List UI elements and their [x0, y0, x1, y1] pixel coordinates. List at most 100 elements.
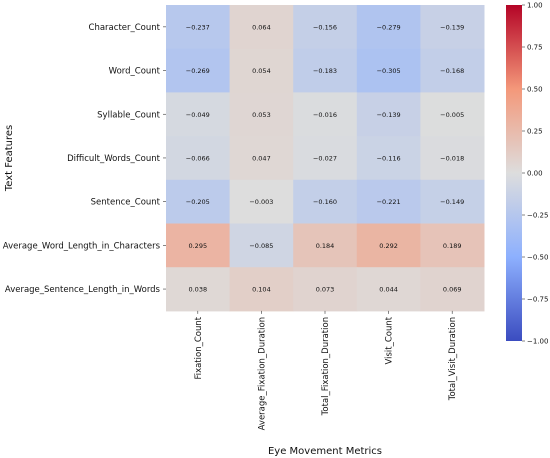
cell-value-label: 0.038	[188, 286, 207, 294]
row-tick-label: Syllable_Count	[97, 110, 161, 120]
heatmap-cell	[356, 92, 421, 137]
y-axis-title: Text Features	[4, 125, 15, 192]
cell-value-label: 0.073	[316, 286, 335, 294]
cell-value-label: −0.156	[313, 23, 337, 31]
heatmap-cell	[166, 267, 231, 312]
heatmap-cell	[229, 5, 294, 50]
cell-value-label: −0.168	[440, 67, 464, 75]
cell-value-label: 0.053	[252, 111, 271, 119]
x-axis-title: Eye Movement Metrics	[268, 446, 382, 457]
row-tick-label: Character_Count	[89, 23, 161, 33]
cell-value-label: 0.189	[443, 242, 462, 250]
cell-value-label: 0.047	[252, 154, 271, 162]
cell-value-label: −0.160	[313, 198, 337, 206]
column-tick-label: Fixation_Count	[194, 316, 204, 379]
colorbar-tick-label: −0.75	[527, 296, 548, 304]
heatmap-cell	[229, 179, 294, 224]
row-tick-labels: Character_Count Word_Count Syllable_Count D…	[3, 23, 166, 295]
cell-value-label: −0.183	[313, 67, 337, 75]
heatmap-cell	[293, 92, 358, 137]
cell-value-label: −0.269	[186, 67, 210, 75]
row-tick-label: Average_Sentence_Length_in_Words	[5, 285, 161, 295]
heatmap-cell	[166, 136, 231, 181]
column-tick-labels: Fixation_Count Average_Fixation_Duration T…	[194, 310, 458, 430]
cell-value-label: −0.116	[377, 154, 401, 162]
heatmap-cell	[229, 223, 294, 268]
heatmap-cell	[166, 92, 231, 137]
cell-value-label: 0.292	[379, 242, 398, 250]
cell-value-label: −0.139	[377, 111, 401, 119]
cell-value-label: 0.295	[188, 242, 207, 250]
colorbar-tick-label: 1.00	[527, 2, 543, 10]
colorbar	[506, 5, 522, 341]
cell-value-label: 0.064	[252, 23, 271, 31]
column-tick-label: Total_Fixation_Duration	[321, 317, 331, 416]
cell-value-label: 0.184	[316, 242, 335, 250]
heatmap-cell	[420, 136, 485, 181]
heatmap-cell	[293, 136, 358, 181]
heatmap-cell	[420, 5, 485, 50]
cell-value-label: 0.044	[379, 286, 398, 294]
column-tick-label: Visit_Count	[385, 316, 395, 364]
heatmap-cells	[166, 5, 485, 312]
cell-value-label: −0.066	[186, 154, 210, 162]
cell-value-label: −0.279	[377, 23, 401, 31]
cell-value-label: −0.016	[313, 111, 337, 119]
row-tick-label: Average_Word_Length_in_Characters	[3, 241, 161, 251]
heatmap-cell	[166, 223, 231, 268]
cell-value-label: 0.104	[252, 286, 271, 294]
colorbar-tick-label: 0.00	[527, 170, 543, 178]
heatmap-cell	[356, 223, 421, 268]
heatmap-cell-labels: −0.237 0.064 −0.156 −0.279 −0.139 −0.269 0.054…	[186, 23, 464, 293]
colorbar-tick-label: 0.25	[527, 128, 543, 136]
cell-value-label: −0.221	[377, 198, 401, 206]
heatmap-cell	[166, 179, 231, 224]
colorbar-tick-label: −1.00	[527, 338, 548, 346]
heatmap-cell	[420, 179, 485, 224]
cell-value-label: −0.003	[249, 198, 273, 206]
cell-value-label: −0.305	[377, 67, 401, 75]
cell-value-label: −0.027	[313, 154, 337, 162]
heatmap-cell	[293, 5, 358, 50]
heatmap-cell	[356, 48, 421, 93]
heatmap-cell	[420, 48, 485, 93]
heatmap-cell	[229, 136, 294, 181]
column-tick-label: Average_Fixation_Duration	[257, 317, 267, 430]
heatmap-cell	[420, 267, 485, 312]
cell-value-label: −0.005	[440, 111, 464, 119]
heatmap-cell	[420, 223, 485, 268]
row-tick-label: Word_Count	[109, 67, 161, 77]
heatmap-cell	[293, 223, 358, 268]
colorbar-tick-label: 0.50	[527, 86, 543, 94]
cell-value-label: −0.018	[440, 154, 464, 162]
heatmap-cell	[293, 48, 358, 93]
cell-value-label: −0.149	[440, 198, 464, 206]
heatmap-cell	[356, 267, 421, 312]
cell-value-label: −0.049	[186, 111, 210, 119]
heatmap-cell	[166, 48, 231, 93]
heatmap-cell	[356, 136, 421, 181]
cell-value-label: −0.085	[249, 242, 273, 250]
cell-value-label: −0.205	[186, 198, 210, 206]
heatmap-cell	[229, 48, 294, 93]
cell-value-label: −0.237	[186, 23, 210, 31]
row-tick-label: Sentence_Count	[91, 198, 161, 208]
heatmap-cell	[166, 5, 231, 50]
cell-value-label: 0.054	[252, 67, 271, 75]
column-tick-label: Total_Visit_Duration	[448, 317, 458, 401]
cell-value-label: −0.139	[440, 23, 464, 31]
colorbar-tick-label: −0.25	[527, 212, 548, 220]
heatmap-cell	[356, 179, 421, 224]
row-tick-label: Difficult_Words_Count	[67, 154, 161, 164]
colorbar-tick-label: 0.75	[527, 44, 543, 52]
heatmap-cell	[229, 92, 294, 137]
colorbar-tick-label: −0.50	[527, 254, 548, 262]
colorbar-ticks: 1.00 0.75 0.50 0.25 0.00 −0.25 −0.50 −0.75 −1.00	[522, 2, 548, 346]
cell-value-label: 0.069	[443, 286, 462, 294]
heatmap-cell	[229, 267, 294, 312]
heatmap-cell	[293, 179, 358, 224]
heatmap-cell	[293, 267, 358, 312]
heatmap-cell	[356, 5, 421, 50]
heatmap-cell	[420, 92, 485, 137]
